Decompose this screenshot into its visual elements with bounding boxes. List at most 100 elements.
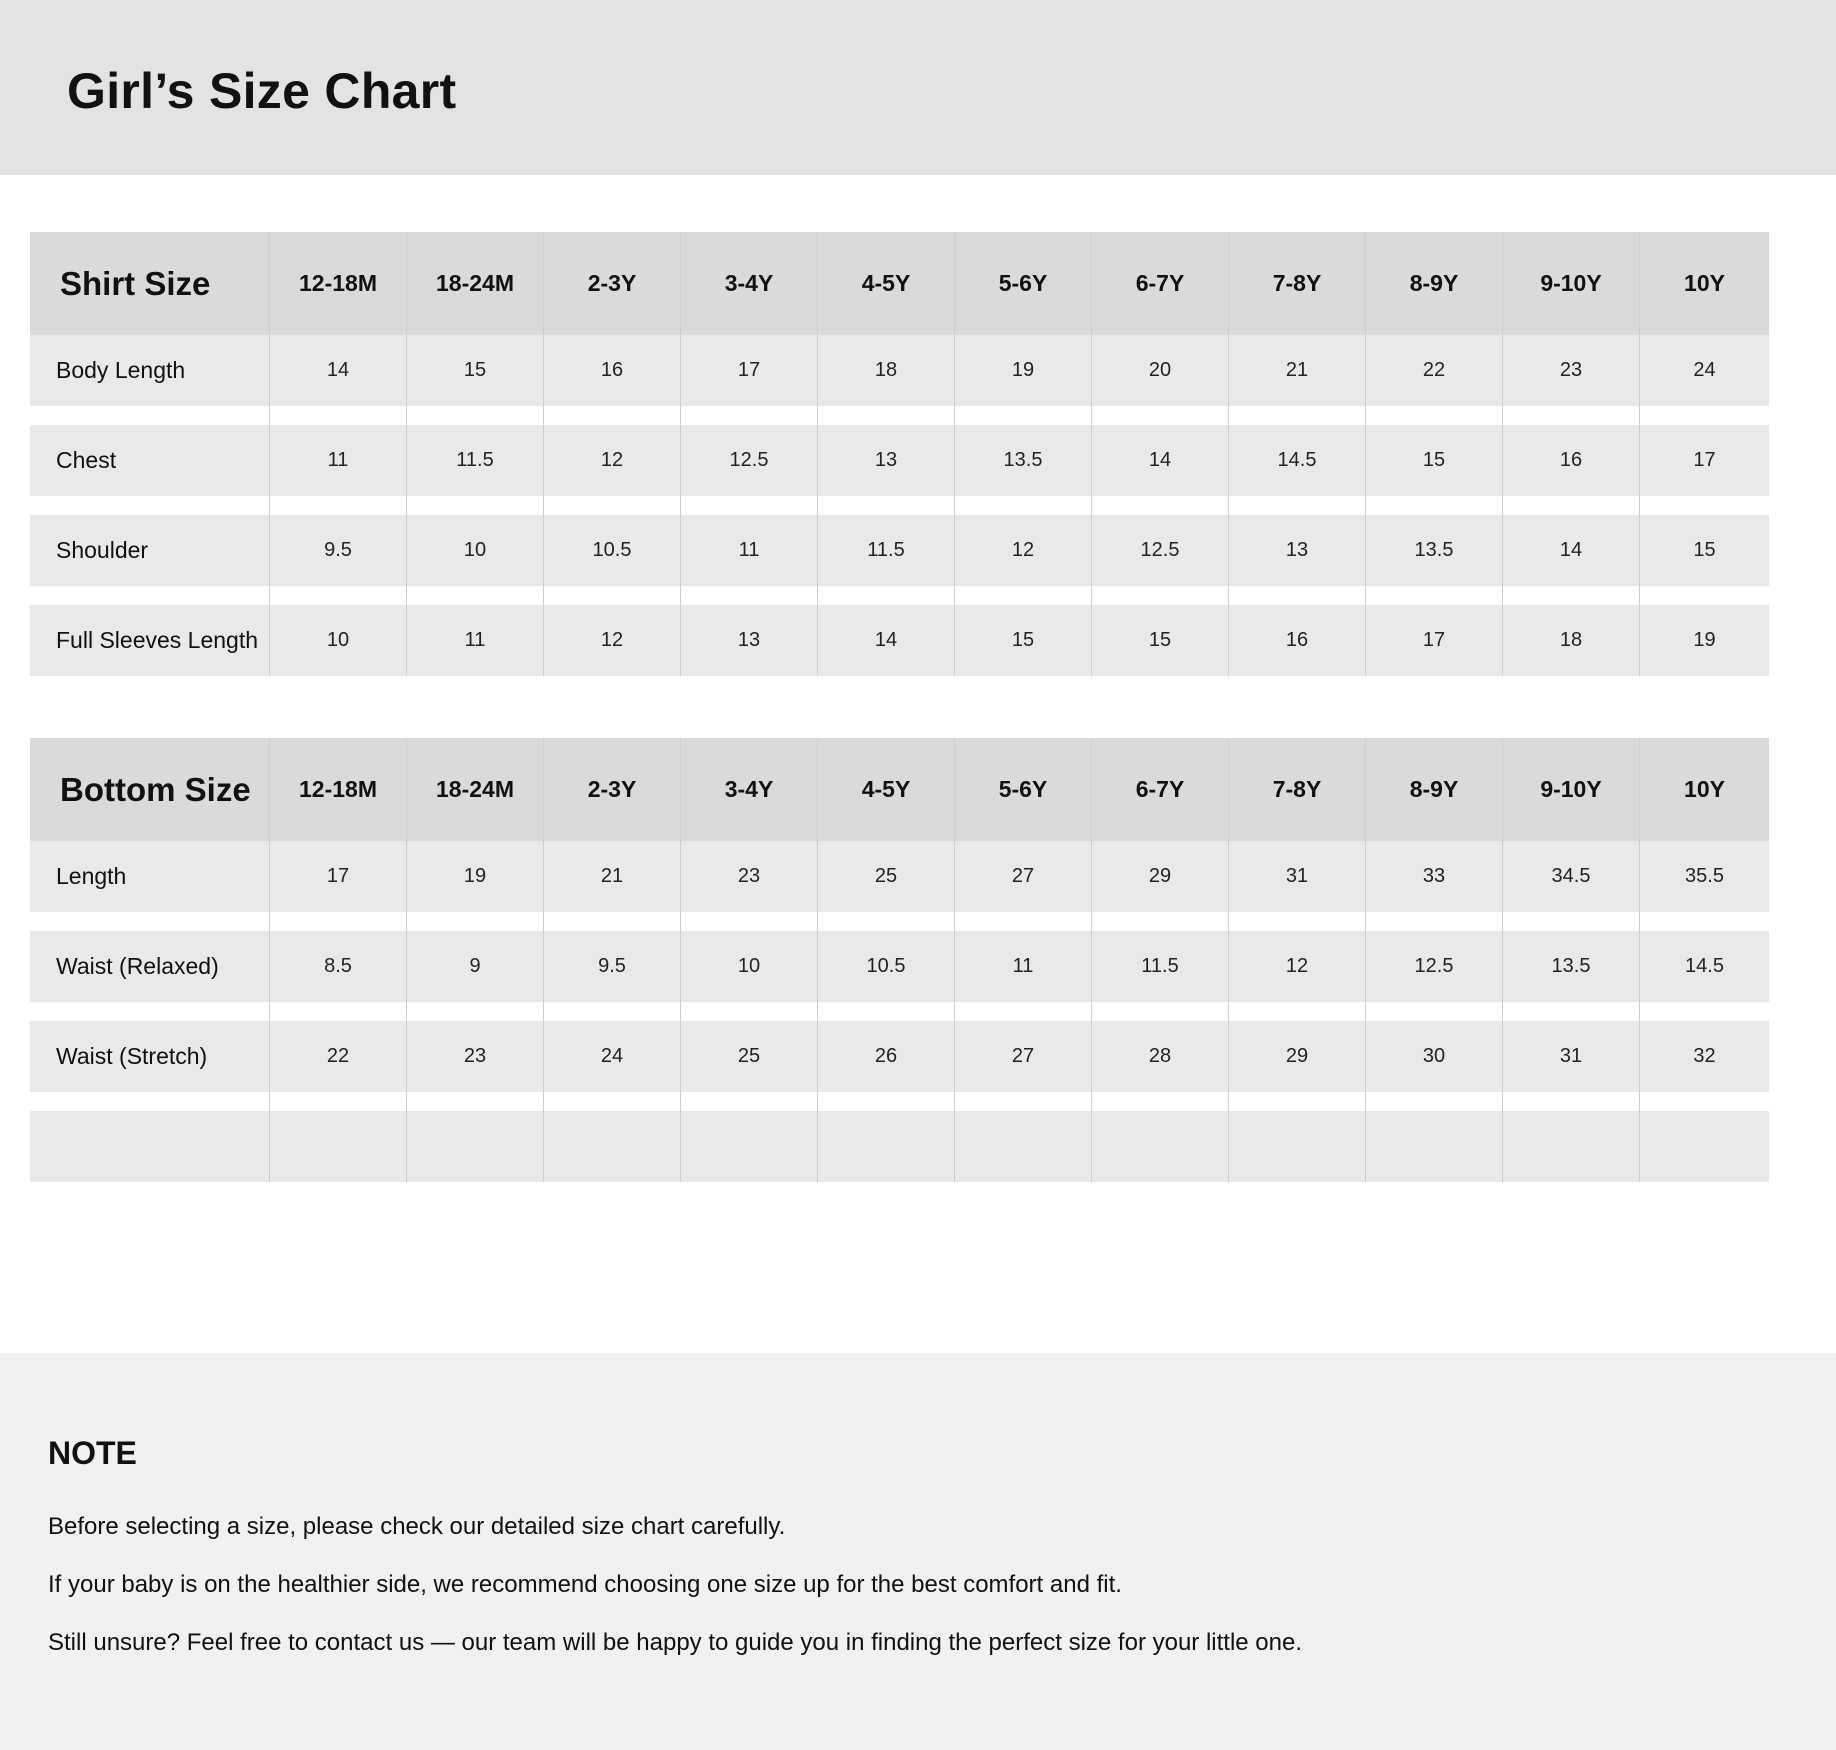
spacer-cell <box>269 912 406 931</box>
measurement-cell: 13.5 <box>954 425 1091 496</box>
measurement-cell <box>817 1111 954 1182</box>
measurement-cell <box>1365 1111 1502 1182</box>
size-header: 6-7Y <box>1091 738 1228 841</box>
size-header: 18-24M <box>406 232 543 335</box>
size-header: 3-4Y <box>680 738 817 841</box>
spacer-cell <box>543 912 680 931</box>
measurement-cell: 23 <box>406 1021 543 1092</box>
spacer-cell <box>1502 1092 1639 1111</box>
spacer-cell <box>817 1092 954 1111</box>
spacer-cell <box>1502 406 1639 425</box>
measurement-cell: 11.5 <box>406 425 543 496</box>
measurement-cell: 14 <box>1091 425 1228 496</box>
size-header: 12-18M <box>269 232 406 335</box>
spacer-cell <box>680 1002 817 1021</box>
table-row: Chest 11 11.5 12 12.5 13 13.5 14 14.5 15 16 17 <box>30 425 1769 496</box>
measurement-cell: 12 <box>1228 931 1365 1002</box>
spacer-cell <box>1228 912 1365 931</box>
spacer-cell <box>954 1092 1091 1111</box>
size-header: 12-18M <box>269 738 406 841</box>
spacer-cell <box>1639 1092 1769 1111</box>
table-heading: Bottom Size <box>60 770 251 808</box>
spacer-cell <box>269 1002 406 1021</box>
measurement-cell: 19 <box>406 841 543 912</box>
size-header: 4-5Y <box>817 738 954 841</box>
measurement-cell: 16 <box>543 335 680 406</box>
measurement-cell: 24 <box>1639 335 1769 406</box>
size-header: 5-6Y <box>954 232 1091 335</box>
measurement-cell <box>269 1111 406 1182</box>
table-row: Full Sleeves Length 10 11 12 13 14 15 15 16 17 18 1… <box>30 605 1769 676</box>
spacer-cell <box>817 1002 954 1021</box>
measurement-cell: 35.5 <box>1639 841 1769 912</box>
measurement-cell: 23 <box>1502 335 1639 406</box>
size-header: 3-4Y <box>680 232 817 335</box>
spacer-cell <box>1502 912 1639 931</box>
measurement-cell: 13.5 <box>1502 931 1639 1002</box>
measurement-cell: 19 <box>954 335 1091 406</box>
spacer-cell <box>1365 406 1502 425</box>
measurement-cell: 10 <box>269 605 406 676</box>
measurement-cell: 28 <box>1091 1021 1228 1092</box>
measurement-cell: 10.5 <box>817 931 954 1002</box>
measurement-cell: 29 <box>1091 841 1228 912</box>
row-label: Chest <box>56 447 117 473</box>
measurement-cell: 25 <box>680 1021 817 1092</box>
measurement-cell: 34.5 <box>1502 841 1639 912</box>
spacer-cell <box>1639 1002 1769 1021</box>
note-line: Before selecting a size, please check ou… <box>48 1513 786 1540</box>
measurement-cell: 8.5 <box>269 931 406 1002</box>
row-spacer <box>30 406 1769 425</box>
measurement-cell: 17 <box>269 841 406 912</box>
measurement-cell: 22 <box>1365 335 1502 406</box>
spacer-cell <box>1639 496 1769 515</box>
measurement-cell: 11 <box>680 515 817 586</box>
measurement-cell: 12 <box>543 425 680 496</box>
measurement-cell: 22 <box>269 1021 406 1092</box>
size-header: 8-9Y <box>1365 738 1502 841</box>
spacer-cell <box>1091 586 1228 605</box>
spacer-cell <box>1228 586 1365 605</box>
row-spacer <box>30 496 1769 515</box>
spacer-cell <box>543 586 680 605</box>
page-title: Girl’s Size Chart <box>67 63 457 119</box>
spacer-cell <box>1365 1092 1502 1111</box>
size-header: 2-3Y <box>543 738 680 841</box>
spacer-cell <box>30 1092 269 1111</box>
measurement-cell: 14 <box>817 605 954 676</box>
spacer-cell <box>30 496 269 515</box>
measurement-cell: 9.5 <box>543 931 680 1002</box>
measurement-cell: 17 <box>1365 605 1502 676</box>
spacer-cell <box>269 586 406 605</box>
spacer-cell <box>543 1002 680 1021</box>
table-heading: Shirt Size <box>60 264 211 302</box>
measurement-cell: 11 <box>406 605 543 676</box>
spacer-cell <box>406 1092 543 1111</box>
measurement-cell <box>543 1111 680 1182</box>
measurement-cell: 21 <box>543 841 680 912</box>
bottom-size-table: Bottom Size 12-18M 18-24M 2-3Y 3-4Y 4-5Y 5-6Y 6… <box>30 738 1769 1182</box>
measurement-cell: 25 <box>817 841 954 912</box>
measurement-cell <box>1502 1111 1639 1182</box>
row-spacer <box>30 912 1769 931</box>
size-header: 7-8Y <box>1228 232 1365 335</box>
spacer-cell <box>543 496 680 515</box>
measurement-cell: 15 <box>1091 605 1228 676</box>
spacer-cell <box>680 912 817 931</box>
spacer-cell <box>1228 406 1365 425</box>
note-line: If your baby is on the healthier side, w… <box>48 1571 1122 1598</box>
spacer-cell <box>543 406 680 425</box>
measurement-cell: 33 <box>1365 841 1502 912</box>
measurement-cell: 14 <box>269 335 406 406</box>
measurement-cell: 11.5 <box>1091 931 1228 1002</box>
measurement-cell: 10.5 <box>543 515 680 586</box>
measurement-cell: 18 <box>1502 605 1639 676</box>
size-header: 7-8Y <box>1228 738 1365 841</box>
row-label <box>30 1111 269 1182</box>
measurement-cell: 18 <box>817 335 954 406</box>
table-row: Waist (Relaxed) 8.5 9 9.5 10 10.5 11 11.5 12 12.5… <box>30 931 1769 1002</box>
measurement-cell: 16 <box>1502 425 1639 496</box>
measurement-cell: 20 <box>1091 335 1228 406</box>
measurement-cell: 14 <box>1502 515 1639 586</box>
measurement-cell: 11 <box>954 931 1091 1002</box>
